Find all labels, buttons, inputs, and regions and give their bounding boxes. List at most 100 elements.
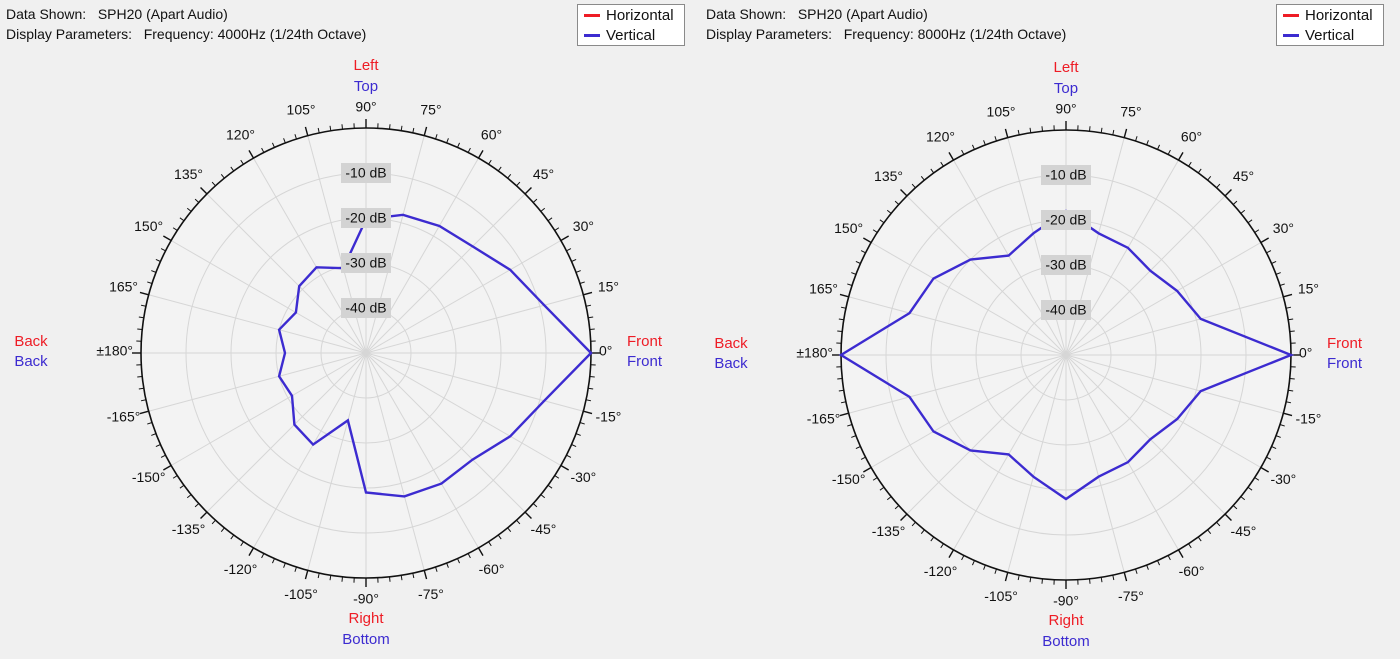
angle-label: 105° xyxy=(987,103,1016,119)
legend[interactable]: Horizontal Vertical xyxy=(1276,4,1384,46)
minor-tick xyxy=(1041,126,1043,132)
minor-tick xyxy=(940,543,944,549)
minor-tick xyxy=(1197,168,1202,174)
minor-tick xyxy=(920,529,925,535)
angle-label: -45° xyxy=(1231,523,1257,539)
db-label-bg xyxy=(341,208,391,228)
minor-tick xyxy=(589,328,595,330)
grid-spoke xyxy=(170,240,367,354)
minor-tick xyxy=(566,454,572,458)
minor-tick xyxy=(147,422,153,425)
angle-label: 165° xyxy=(109,279,138,295)
major-tick xyxy=(900,513,908,521)
minor-tick xyxy=(138,387,144,390)
minor-tick xyxy=(488,541,492,547)
minor-tick xyxy=(186,494,192,499)
angle-label: -75° xyxy=(418,586,444,602)
minor-tick xyxy=(994,136,997,142)
minor-tick xyxy=(860,456,866,460)
minor-tick xyxy=(283,138,286,144)
major-tick xyxy=(839,412,849,417)
minor-tick xyxy=(840,401,847,404)
grid-spoke xyxy=(1065,242,1262,356)
minor-tick xyxy=(532,198,538,203)
minor-tick xyxy=(230,166,235,172)
minor-tick xyxy=(271,558,275,564)
db-ring-label: -20 dB xyxy=(345,210,386,226)
major-tick xyxy=(1123,572,1128,582)
minor-tick xyxy=(994,568,997,574)
major-tick xyxy=(948,152,955,161)
grid-spoke xyxy=(365,193,526,354)
angle-label: 0° xyxy=(1299,345,1312,361)
polar-plot-8000hz: -10 dB -20 dB -30 dB -40 dB 0° 15° 30° 45° 60° 75… xyxy=(714,59,1363,650)
minor-tick xyxy=(1247,219,1253,224)
position-label-left: Left xyxy=(1053,59,1079,76)
minor-tick xyxy=(585,399,592,402)
position-label-front-vertical: Front xyxy=(1327,355,1363,372)
legend-item-horizontal[interactable]: Horizontal xyxy=(578,5,684,25)
minor-tick xyxy=(1146,564,1149,570)
grid-spoke xyxy=(1007,354,1067,573)
minor-tick xyxy=(497,166,502,172)
minor-tick xyxy=(1029,127,1032,133)
legend-item-horizontal[interactable]: Horizontal xyxy=(1277,5,1383,25)
legend-swatch-vertical xyxy=(1283,33,1299,37)
grid-spoke xyxy=(170,352,367,466)
db-label-bg xyxy=(341,253,391,273)
angle-label: -90° xyxy=(1053,593,1079,609)
minor-tick xyxy=(1232,200,1238,205)
major-tick xyxy=(139,291,149,296)
angle-label: 30° xyxy=(1273,220,1294,236)
grid-spoke xyxy=(365,352,479,549)
angle-label: 15° xyxy=(1298,281,1319,297)
minor-tick xyxy=(1240,209,1246,214)
legend-item-vertical[interactable]: Vertical xyxy=(1277,25,1383,45)
minor-tick xyxy=(838,389,844,392)
legend-swatch-vertical xyxy=(584,33,600,37)
angle-label: 60° xyxy=(1181,128,1202,144)
minor-tick xyxy=(532,503,538,508)
minor-tick xyxy=(317,127,320,134)
minor-tick xyxy=(579,422,585,425)
minor-tick xyxy=(1112,129,1115,136)
angle-label: -30° xyxy=(570,469,596,485)
minor-tick xyxy=(886,209,892,214)
minor-tick xyxy=(457,142,461,148)
position-label-right: Right xyxy=(1048,612,1084,629)
minor-tick xyxy=(341,576,343,582)
minor-tick xyxy=(886,496,892,501)
minor-tick xyxy=(1266,456,1272,460)
minor-tick xyxy=(566,248,572,252)
grid-spoke xyxy=(1065,354,1284,414)
minor-tick xyxy=(1207,529,1212,535)
minor-tick xyxy=(283,562,286,568)
minor-tick xyxy=(147,281,153,284)
minor-tick xyxy=(838,318,844,321)
minor-tick xyxy=(467,147,471,153)
minor-tick xyxy=(1254,477,1260,481)
angle-label: 75° xyxy=(420,101,441,117)
legend[interactable]: Horizontal Vertical xyxy=(577,4,685,46)
angle-label: -150° xyxy=(832,471,866,487)
angle-label: -45° xyxy=(531,521,557,537)
minor-tick xyxy=(435,134,438,140)
major-tick xyxy=(248,150,255,159)
minor-tick xyxy=(172,227,178,231)
position-label-front-vertical: Front xyxy=(627,353,663,370)
grid-spoke xyxy=(206,193,367,354)
minor-tick xyxy=(261,553,265,559)
angle-label: 135° xyxy=(174,166,203,182)
minor-tick xyxy=(851,435,857,438)
angle-label: 90° xyxy=(355,99,376,115)
minor-tick xyxy=(855,446,861,450)
db-ring-label: -10 dB xyxy=(1045,167,1086,183)
grid-spoke xyxy=(365,352,562,466)
minor-tick xyxy=(172,475,178,479)
legend-item-vertical[interactable]: Vertical xyxy=(578,25,684,45)
angle-label: ±180° xyxy=(96,343,133,359)
data-shown-label: Data Shown: xyxy=(706,6,787,22)
position-label-back-vertical: Back xyxy=(14,353,48,370)
position-label-bottom: Bottom xyxy=(1042,633,1090,650)
minor-tick xyxy=(588,316,594,319)
